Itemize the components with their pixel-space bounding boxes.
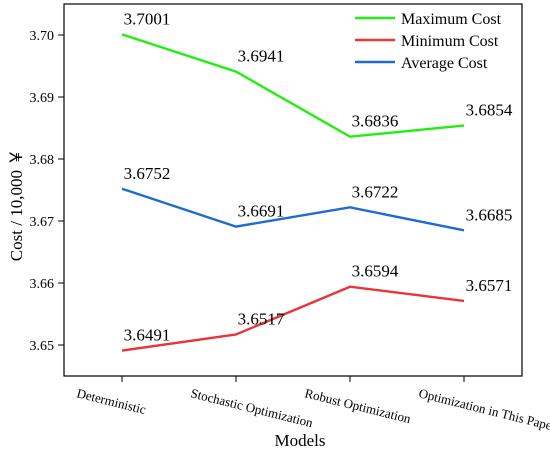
maximum-cost-line — [121, 33, 465, 138]
maximum-cost-data-label: 3.7001 — [124, 9, 171, 28]
x-axis-title: Models — [275, 431, 326, 450]
average-cost-data-label: 3.6752 — [124, 164, 171, 183]
minimum-cost-legend-label: Minimum Cost — [401, 33, 499, 50]
x-tick-label: Robust Optimization — [303, 385, 413, 426]
x-tick-label: Optimization in This Paper — [417, 385, 550, 434]
minimum-cost-data-label: 3.6491 — [124, 326, 171, 345]
y-tick-label: 3.69 — [30, 91, 55, 106]
y-axis-title: Cost / 10,000 ￥ — [7, 149, 26, 261]
maximum-cost-data-label: 3.6941 — [238, 47, 285, 66]
plot-frame — [63, 3, 523, 377]
average-cost-legend-label: Average Cost — [401, 55, 488, 72]
minimum-cost-line — [121, 285, 465, 352]
y-tick-label: 3.70 — [30, 29, 55, 44]
y-axis-ticks: 3.65 3.66 3.67 3.68 3.69 3.70 — [30, 29, 64, 354]
maximum-cost-legend-label: Maximum Cost — [401, 11, 502, 28]
minimum-cost-data-label: 3.6571 — [466, 276, 513, 295]
average-cost-data-label: 3.6685 — [466, 205, 513, 224]
maximum-cost-data-label: 3.6836 — [352, 112, 399, 131]
y-tick-label: 3.67 — [30, 215, 55, 230]
x-axis-ticks: Deterministic Stochastic OptimizationRobu… — [75, 376, 550, 434]
average-cost-data-label: 3.6722 — [352, 182, 399, 201]
legend: Maximum Cost Minimum Cost Average Cost — [355, 11, 502, 72]
plot-border — [63, 3, 523, 377]
series-lines — [121, 33, 465, 352]
x-tick-label: Deterministic — [75, 385, 148, 417]
y-tick-label: 3.66 — [30, 277, 55, 292]
average-cost-line — [121, 187, 465, 232]
minimum-cost-data-label: 3.6594 — [352, 262, 399, 281]
minimum-cost-data-label: 3.6517 — [238, 309, 285, 328]
y-tick-label: 3.68 — [30, 153, 55, 168]
x-tick-label: Stochastic Optimization — [189, 385, 315, 430]
y-tick-label: 3.65 — [30, 339, 55, 354]
data-labels: 3.7001 3.6941 3.6836 3.6854 3.6491 3.6517 3.65… — [124, 9, 513, 344]
maximum-cost-data-label: 3.6854 — [466, 101, 513, 120]
average-cost-data-label: 3.6691 — [238, 202, 285, 221]
